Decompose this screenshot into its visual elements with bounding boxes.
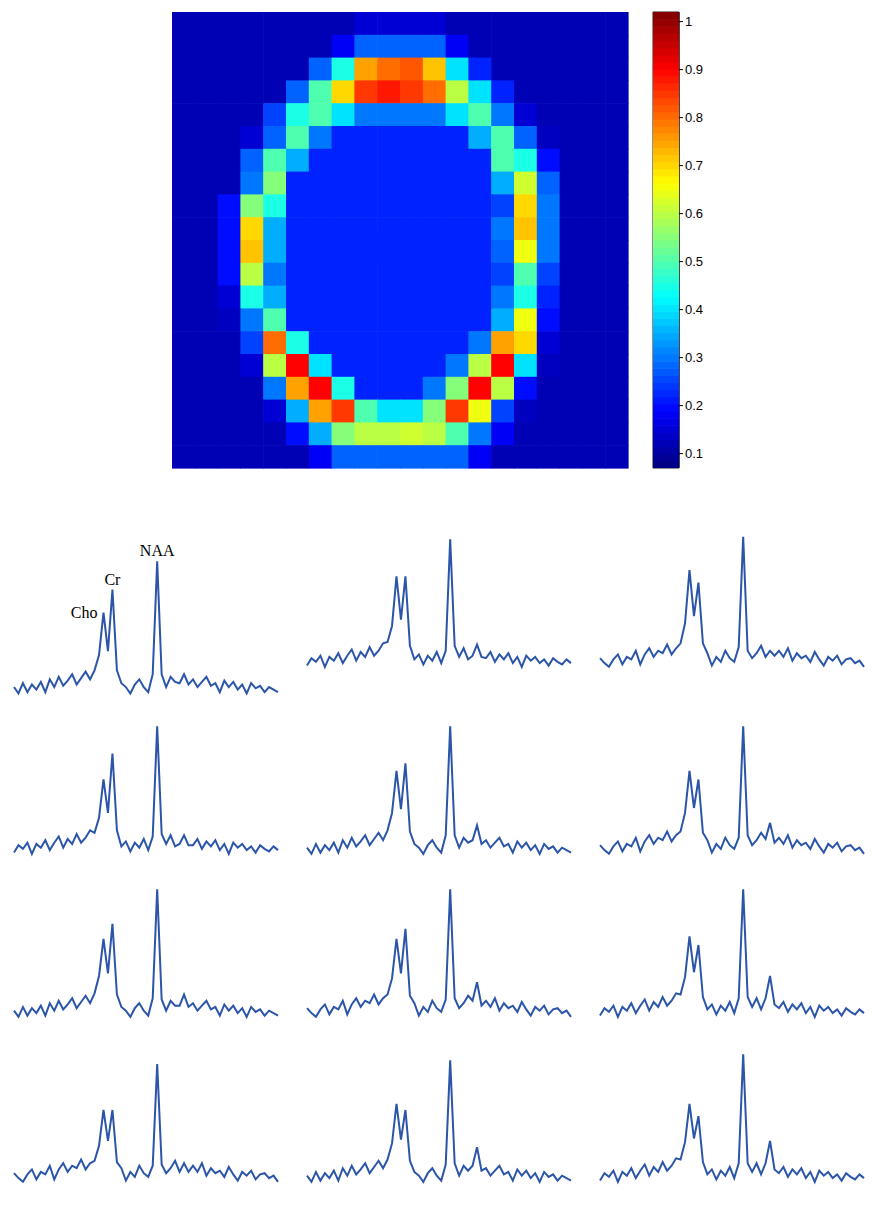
svg-text:1: 1 xyxy=(685,14,692,29)
svg-text:0.9: 0.9 xyxy=(685,62,703,77)
svg-text:0.2: 0.2 xyxy=(685,398,703,413)
svg-text:NAA: NAA xyxy=(140,542,175,559)
svg-text:0.8: 0.8 xyxy=(685,110,703,125)
svg-text:Cr: Cr xyxy=(104,571,121,588)
svg-text:0.7: 0.7 xyxy=(685,158,703,173)
svg-text:0.6: 0.6 xyxy=(685,206,703,221)
svg-text:0.4: 0.4 xyxy=(685,302,703,317)
svg-text:0.3: 0.3 xyxy=(685,350,703,365)
svg-text:0.5: 0.5 xyxy=(685,254,703,269)
svg-text:Cho: Cho xyxy=(71,604,98,621)
svg-text:0.1: 0.1 xyxy=(685,446,703,461)
